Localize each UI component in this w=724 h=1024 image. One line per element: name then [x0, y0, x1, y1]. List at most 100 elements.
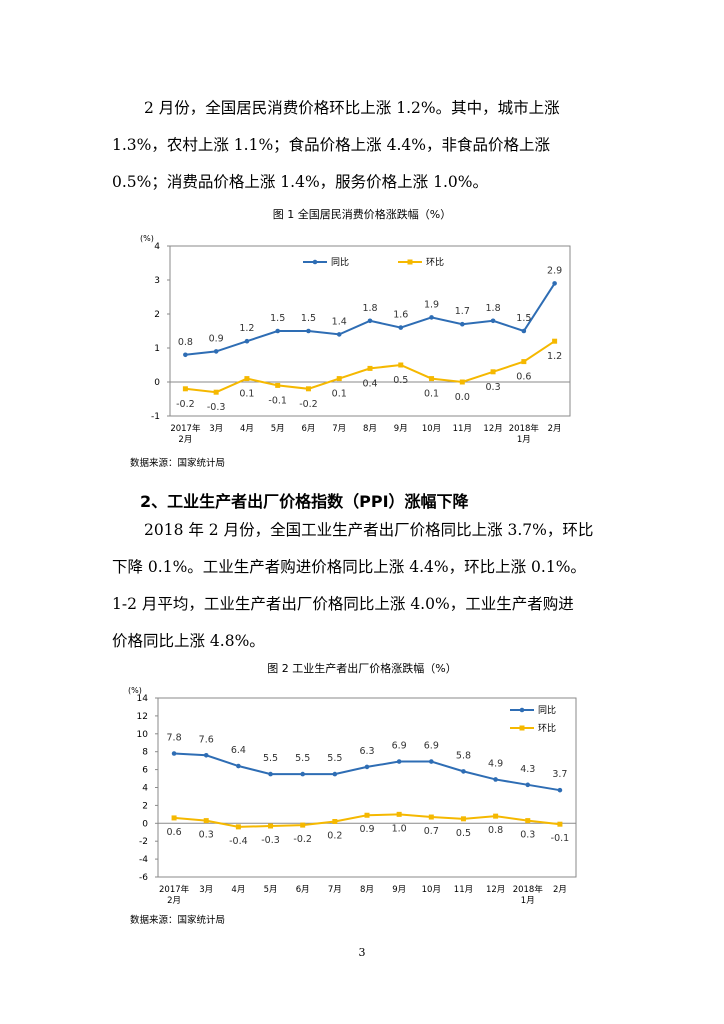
x-tick-label: 9月	[394, 424, 408, 434]
x-tick-label: 7月	[332, 424, 346, 434]
series-1-data-label: -0.2	[299, 399, 318, 410]
y-tick-label: -1	[151, 412, 160, 422]
series-1-point	[213, 389, 219, 395]
series-0-point	[521, 328, 527, 334]
x-tick-label: 6月	[296, 885, 310, 895]
series-0-point	[398, 325, 404, 330]
series-1-data-label: 0.3	[199, 830, 214, 841]
series-0-point	[429, 315, 434, 320]
series-0-data-label: 5.5	[263, 753, 278, 764]
y-tick-label: 12	[137, 712, 148, 722]
series-1-point	[275, 382, 281, 388]
series-0-data-label: 1.5	[270, 313, 285, 324]
x-tick-label: 10月	[422, 424, 441, 434]
y-tick-label: 2	[154, 310, 160, 320]
series-0-point	[306, 328, 311, 334]
x-tick-label: 5月	[271, 424, 285, 434]
x-tick-label: 12月	[486, 885, 505, 895]
series-0-point	[268, 771, 273, 777]
y-tick-label: 2	[142, 801, 148, 811]
series-1-point	[398, 362, 404, 368]
page-number: 3	[358, 946, 366, 959]
series-0-point	[213, 349, 219, 354]
series-1-point	[332, 819, 338, 825]
x-tick-label: 8月	[363, 424, 377, 434]
figure2-caption: 图 2 工业生产者出厂价格涨跌幅（%）	[267, 662, 457, 675]
legend-label-0: 同比	[331, 256, 349, 268]
y-tick-label: -4	[139, 855, 148, 865]
series-0-point	[183, 352, 188, 358]
x-tick-label: 12月	[483, 424, 502, 434]
ppi-paragraph-line: 价格同比上涨 4.8%。	[112, 632, 265, 650]
ppi-paragraph-line: 1-2 月平均，工业生产者出厂价格同比上涨 4.0%，工业生产者购进	[112, 595, 574, 613]
series-1-point	[305, 386, 311, 392]
series-0-data-label: 7.6	[199, 734, 214, 745]
series-1-point	[459, 379, 465, 385]
legend-label-0: 同比	[538, 704, 556, 716]
series-0-point	[525, 782, 531, 788]
x-tick-label: 2017年	[159, 884, 190, 895]
series-1-data-label: 0.1	[424, 389, 439, 400]
x-tick-label: 1月	[517, 435, 531, 445]
x-tick-label: 7月	[328, 885, 342, 895]
series-1-point	[268, 823, 274, 829]
series-0-data-label: 1.5	[516, 313, 531, 324]
series-1-point	[182, 386, 188, 392]
series-1-data-label: 0.2	[327, 831, 342, 842]
legend-swatch-marker-1	[519, 725, 525, 731]
x-tick-label: 2月	[178, 435, 192, 445]
series-1-point	[493, 813, 499, 819]
series-0-point	[244, 338, 250, 344]
series-0-point	[300, 771, 305, 777]
series-0-point	[275, 328, 280, 334]
series-1-data-label: 0.1	[239, 389, 254, 400]
series-1-data-label: 1.2	[547, 351, 562, 362]
series-1-data-label: 0.0	[455, 392, 470, 403]
series-0-data-label: 1.7	[455, 306, 470, 317]
series-1-point	[235, 824, 241, 830]
series-1-point	[460, 816, 466, 822]
series-1-point	[367, 365, 373, 371]
series-1-point	[244, 376, 250, 382]
series-1-data-label: 0.6	[516, 372, 531, 383]
cpi-paragraph-line: 1.3%，农村上涨 1.1%；食品价格上涨 4.4%，非食品价格上涨	[112, 136, 550, 154]
series-1-data-label: -0.3	[261, 835, 280, 846]
y-tick-label: 3	[154, 276, 160, 286]
series-1-data-label: -0.2	[293, 834, 312, 845]
series-0-point	[364, 764, 370, 770]
series-1-data-label: 0.9	[359, 824, 374, 835]
series-1-data-label: 0.3	[520, 830, 535, 841]
series-0-data-label: 1.4	[332, 316, 347, 327]
y-tick-label: 6	[142, 766, 148, 776]
series-1-data-label: -0.4	[229, 836, 248, 847]
y-tick-label: 0	[142, 819, 148, 829]
series-1-data-label: -0.3	[207, 402, 226, 413]
series-1-point	[336, 376, 342, 382]
series-0-data-label: 0.8	[178, 337, 193, 348]
series-1-data-label: 0.7	[424, 826, 439, 837]
series-0-data-label: 1.2	[239, 323, 254, 334]
y-tick-label: 4	[154, 242, 160, 252]
plot-frame	[157, 697, 577, 878]
x-tick-label: 8月	[360, 885, 374, 895]
y-tick-label: -2	[139, 837, 148, 847]
x-tick-label: 3月	[199, 885, 213, 895]
cpi-paragraph-line: 2 月份，全国居民消费价格环比上涨 1.2%。其中，城市上涨	[144, 99, 560, 117]
series-1-point	[525, 818, 531, 824]
figure2-source: 数据来源：国家统计局	[130, 915, 226, 926]
series-1-point	[428, 814, 434, 820]
y-tick-label: 14	[137, 694, 149, 704]
legend-swatch-marker-0	[312, 259, 318, 265]
ppi-paragraph-line: 下降 0.1%。工业生产者购进价格同比上涨 4.4%，环比上涨 0.1%。	[112, 558, 586, 576]
series-0-data-label: 0.9	[209, 333, 224, 344]
cpi-paragraph-line: 0.5%；消费品价格上涨 1.4%，服务价格上涨 1.0%。	[112, 173, 488, 191]
series-1-data-label: 0.4	[362, 378, 377, 389]
series-0-data-label: 7.8	[167, 732, 182, 743]
series-0-point	[490, 318, 496, 324]
series-0-data-label: 5.8	[456, 750, 471, 761]
series-0-data-label: 1.8	[486, 303, 501, 314]
plot-frame	[169, 245, 571, 417]
series-1-data-label: 0.1	[332, 389, 347, 400]
series-1-point	[521, 359, 527, 365]
